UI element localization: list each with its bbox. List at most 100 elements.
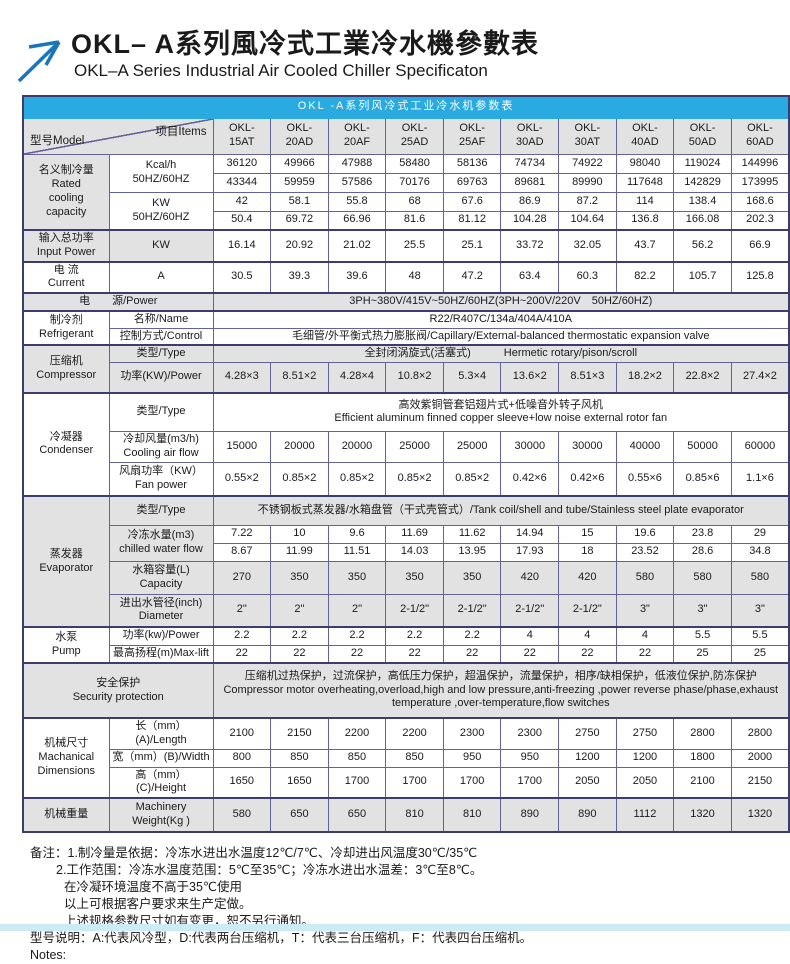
height-value: 1700 <box>327 766 387 799</box>
kw-60hz-value: 166.08 <box>673 210 732 231</box>
input-power-value: 16.14 <box>212 229 272 262</box>
row-height: 高（mm）(C)/Height 1650 1650 1700 1700 1700 1700… <box>23 766 790 799</box>
model-header-cell: OKL- 30AT <box>558 117 617 155</box>
width-value: 850 <box>327 748 387 768</box>
power-source-value: 3PH~380V/415V~50HZ/60HZ(3PH~200V/220V 50… <box>212 292 790 312</box>
kw-60hz-value: 69.72 <box>270 210 329 231</box>
cooling-air-flow-value: 60000 <box>730 431 790 463</box>
note-line-model-legend: 型号说明：A:代表风冷型，D:代表两台压缩机，T：代表三台压缩机，F：代表四台压… <box>30 931 533 945</box>
model-header-cell: OKL- 20AD <box>270 117 329 155</box>
chilled-water-50hz-value: 15 <box>558 524 617 544</box>
chilled-water-60hz-value: 18 <box>558 542 617 562</box>
label-compressor: 压缩机 Compressor <box>22 344 110 394</box>
row-current: 电 流 Current A 30.5 39.3 39.6 48 47.2 63.4 60.3… <box>22 260 790 294</box>
kw-50hz-value: 68 <box>385 191 444 212</box>
tank-capacity-value: 580 <box>615 560 675 595</box>
kcal-50hz-value: 119024 <box>673 153 732 174</box>
current-value: 82.2 <box>615 260 675 294</box>
chilled-water-50hz-value: 29 <box>730 524 790 544</box>
kw-60hz-value: 202.3 <box>730 210 790 231</box>
row-evaporator-type: 蒸发器 Evaporator 类型/Type 不锈钢板式蒸发器/水箱盘管（干式壳… <box>22 495 790 628</box>
table-title: OKL -A系列风冷式工业冷水机参数表 <box>22 95 790 119</box>
current-value: 39.6 <box>327 260 387 294</box>
safety-protection-value: 压缩机过热保护，过流保护，高低压力保护，超温保护，流量保护，相序/缺相保护，低液… <box>212 662 790 719</box>
kw-60hz-value: 104.28 <box>500 210 560 231</box>
model-header-cell: OKL- 30AD <box>500 117 560 155</box>
current-value: 63.4 <box>500 260 560 294</box>
chilled-water-50hz-value: 14.94 <box>500 524 560 544</box>
fan-power-value: 0.85×2 <box>385 461 444 497</box>
cooling-air-flow-value: 25000 <box>442 431 502 463</box>
label-input-power: 输入总功率 Input Power <box>22 229 110 262</box>
max-lift-value: 22 <box>615 644 675 664</box>
note-line: 在冷凝环境温度不高于35℃使用 <box>64 880 242 894</box>
fan-power-value: 0.85×2 <box>442 461 502 497</box>
row-width: 宽（mm）(B)/Width 800 850 850 850 950 950 1200 120… <box>23 748 790 768</box>
max-lift-value: 22 <box>385 644 444 664</box>
pump-power-value: 5.5 <box>673 626 732 646</box>
label-kcal-unit: Kcal/h 50HZ/60HZ <box>108 153 214 193</box>
kcal-60hz-value: 70176 <box>385 172 444 193</box>
label-refrigerant: 制冷剂 Refrigerant <box>22 309 110 346</box>
pipe-diameter-value: 2-1/2" <box>558 593 617 628</box>
row-kw-50hz: KW 50HZ/60HZ 42 58.1 55.8 68 67.6 86.9 87.2 114… <box>23 191 790 231</box>
cooling-air-flow-value: 30000 <box>558 431 617 463</box>
pump-power-value: 2.2 <box>385 626 444 646</box>
label-compressor-type: 类型/Type <box>108 344 214 364</box>
cooling-air-flow-value: 50000 <box>673 431 732 463</box>
input-power-value: 33.72 <box>500 229 560 262</box>
kw-50hz-value: 87.2 <box>558 191 617 212</box>
pump-power-value: 4 <box>558 626 617 646</box>
tank-capacity-value: 270 <box>212 560 272 595</box>
width-value: 950 <box>500 748 560 768</box>
kcal-60hz-value: 57586 <box>327 172 387 193</box>
height-value: 1700 <box>442 766 502 799</box>
label-rated-cooling: 名义制冷量 Rated cooling capacity <box>22 153 110 231</box>
row-tank-capacity: 水箱容量(L) Capacity 270 350 350 350 350 420 420 58… <box>23 560 790 595</box>
kcal-50hz-value: 58480 <box>385 153 444 174</box>
model-header-cell: OKL- 25AD <box>385 117 444 155</box>
kcal-50hz-value: 74922 <box>558 153 617 174</box>
max-lift-value: 22 <box>327 644 387 664</box>
current-value: 48 <box>385 260 444 294</box>
max-lift-value: 25 <box>673 644 732 664</box>
pump-power-value: 4 <box>500 626 560 646</box>
pipe-diameter-value: 3" <box>673 593 732 628</box>
row-refrigerant-name: 制冷剂 Refrigerant 名称/Name R22/R407C/134a/4… <box>22 309 790 346</box>
chilled-water-60hz-value: 8.67 <box>212 542 272 562</box>
compressor-power-value: 8.51×3 <box>558 362 617 393</box>
label-safety-protection: 安全保护 Security protection <box>22 662 214 719</box>
spec-table: OKL -A系列风冷式工业冷水机参数表 型号Model 项目Items OKL-… <box>22 95 790 833</box>
cooling-air-flow-value: 30000 <box>500 431 560 463</box>
width-value: 2000 <box>730 748 790 768</box>
items-label: 项目Items <box>155 125 207 138</box>
pump-power-value: 5.5 <box>730 626 790 646</box>
kcal-60hz-value: 89681 <box>500 172 560 193</box>
height-value: 1700 <box>385 766 444 799</box>
kw-50hz-value: 114 <box>615 191 675 212</box>
machinery-weight-value: 580 <box>212 797 272 833</box>
note-line: 2.工作范围：冷冻水温度范围：5℃至35℃；冷冻水进出水温差：3℃至8℃。 <box>56 863 483 877</box>
pump-power-value: 2.2 <box>212 626 272 646</box>
chilled-water-50hz-value: 10 <box>270 524 329 544</box>
label-power-source: 电 源/Power <box>22 292 214 312</box>
label-machinery-weight: 机械重量 <box>22 797 110 833</box>
model-header-cell: OKL- 40AD <box>615 117 675 155</box>
label-current: 电 流 Current <box>22 260 110 294</box>
corner-diagonal-line <box>24 119 212 153</box>
row-refrigerant-control: 控制方式/Control 毛细管/外平衡式热力膨胀阀/Capillary/Ext… <box>23 327 790 346</box>
pump-power-value: 4 <box>615 626 675 646</box>
row-condenser-type: 冷凝器 Condenser 类型/Type 高效紫铜管套铝翅片式+低噪音外转子风… <box>22 391 790 497</box>
model-header-cell: OKL- 15AT <box>212 117 272 155</box>
compressor-power-value: 13.6×2 <box>500 362 560 393</box>
refrigerant-name-value: R22/R407C/134a/404A/410A <box>212 309 790 329</box>
kcal-50hz-value: 74734 <box>500 153 560 174</box>
evaporator-type-value: 不锈钢板式蒸发器/水箱盘管（干式壳管式）/Tank coil/shell and… <box>212 495 790 526</box>
row-chilled-water-50hz: 冷冻水量(m3) chilled water flow 7.22 10 9.6 11.… <box>23 524 790 562</box>
model-header-cell: OKL- 20AF <box>327 117 387 155</box>
tank-capacity-value: 580 <box>673 560 732 595</box>
current-value: 30.5 <box>212 260 272 294</box>
machinery-weight-value: 650 <box>327 797 387 833</box>
kcal-50hz-value: 47988 <box>327 153 387 174</box>
row-kcal-60hz: 43344 59959 57586 70176 69763 89681 89990 11764… <box>23 172 790 193</box>
